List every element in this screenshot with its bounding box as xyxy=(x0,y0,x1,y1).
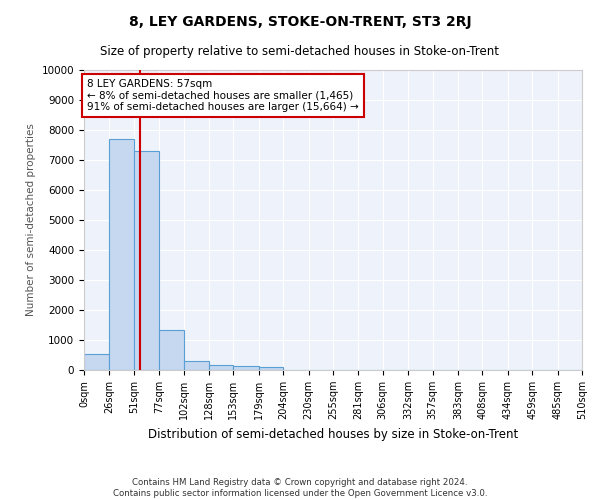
Bar xyxy=(259,367,283,370)
Text: Contains HM Land Registry data © Crown copyright and database right 2024.
Contai: Contains HM Land Registry data © Crown c… xyxy=(113,478,487,498)
Text: 8, LEY GARDENS, STOKE-ON-TRENT, ST3 2RJ: 8, LEY GARDENS, STOKE-ON-TRENT, ST3 2RJ xyxy=(128,15,472,29)
Bar xyxy=(209,365,233,370)
Bar xyxy=(84,354,109,370)
X-axis label: Distribution of semi-detached houses by size in Stoke-on-Trent: Distribution of semi-detached houses by … xyxy=(148,428,518,440)
Bar xyxy=(184,360,209,370)
Bar xyxy=(159,330,184,370)
Bar xyxy=(134,151,159,370)
Bar xyxy=(109,139,134,370)
Text: 8 LEY GARDENS: 57sqm
← 8% of semi-detached houses are smaller (1,465)
91% of sem: 8 LEY GARDENS: 57sqm ← 8% of semi-detach… xyxy=(87,79,359,112)
Y-axis label: Number of semi-detached properties: Number of semi-detached properties xyxy=(26,124,36,316)
Bar xyxy=(233,366,259,370)
Text: Size of property relative to semi-detached houses in Stoke-on-Trent: Size of property relative to semi-detach… xyxy=(101,45,499,58)
